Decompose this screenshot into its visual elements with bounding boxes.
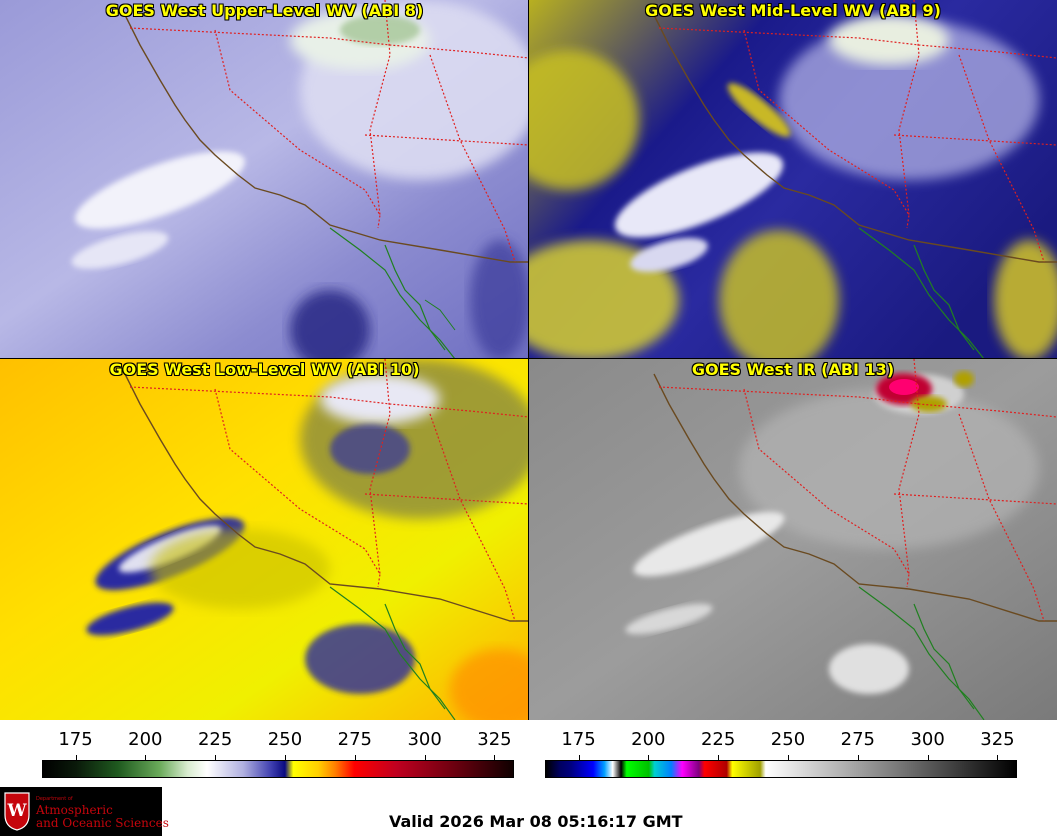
colorbar-ir-gradient — [545, 760, 1017, 778]
colorbar-ir-tick-mark — [718, 755, 720, 760]
uw-crest-icon: W — [4, 792, 30, 831]
colorbar-wv-tick-label: 250 — [267, 729, 303, 750]
logo-line-1: Atmospheric — [36, 803, 113, 817]
aos-logo: W Department of Atmospheric and Oceanic … — [0, 787, 169, 836]
colorbar-wv-tick-mark — [284, 755, 286, 760]
panel-title: GOES West Low-Level WV (ABI 10) — [109, 360, 420, 379]
colorbar-wv-tick-label: 275 — [337, 729, 372, 750]
colorbar-wv-tick-label: 200 — [128, 729, 163, 750]
svg-text:W: W — [6, 801, 27, 821]
panel-low-level-wv: GOES West Low-Level WV (ABI 10) — [0, 359, 529, 720]
logo-dept-text: Department of — [36, 796, 73, 802]
colorbar-wv-tick-label: 300 — [407, 729, 442, 750]
logo-line-2: and Oceanic Sciences — [36, 816, 169, 830]
colorbar-ir-tick-label: 250 — [770, 729, 806, 750]
panel-mid-level-wv: GOES West Mid-Level WV (ABI 9) — [529, 0, 1057, 359]
colorbar-ir-tick-label: 200 — [631, 729, 666, 750]
colorbar-ir-tick-label: 275 — [840, 729, 875, 750]
colorbar-ir-tick-label: 225 — [700, 729, 736, 750]
colorbar-wv-gradient — [42, 760, 514, 778]
colorbar-ir-tick-mark — [648, 755, 650, 760]
low-level-wv-image — [0, 359, 529, 720]
colorbar-wv-tick-mark — [75, 755, 77, 760]
colorbar-wv-ticks: 175 200 225 250 275 300 325 — [0, 729, 529, 753]
colorbar-ir-tick-mark — [857, 755, 859, 760]
panel-title: GOES West Upper-Level WV (ABI 8) — [105, 1, 424, 20]
colorbar-wv-tick-label: 225 — [197, 729, 233, 750]
panel-title: GOES West IR (ABI 13) — [691, 360, 895, 379]
panel-divider-vertical — [528, 0, 529, 720]
colorbar-ir-ticks: 175 200 225 250 275 300 325 — [0, 729, 1057, 753]
colorbar-wv: 175 200 225 250 275 300 325 — [0, 722, 529, 782]
colorbar-ir-tick-mark — [997, 755, 999, 760]
colorbar-wv-tick-label: 325 — [477, 729, 512, 750]
colorbar-ir-tick-label: 300 — [910, 729, 945, 750]
colorbar-wv-tick-mark — [145, 755, 147, 760]
colorbar-ir-tick-mark — [578, 755, 580, 760]
colorbar-ir-tick-mark — [927, 755, 929, 760]
valid-time-text: Valid 2026 Mar 08 05:16:17 GMT — [389, 812, 683, 831]
panel-divider-horizontal — [0, 358, 1057, 359]
colorbar-ir-tick-label: 325 — [980, 729, 1015, 750]
mid-level-wv-image — [529, 0, 1057, 359]
panel-upper-level-wv: GOES West Upper-Level WV (ABI 8) — [0, 0, 529, 359]
colorbar-wv-tick-mark — [424, 755, 426, 760]
panel-title: GOES West Mid-Level WV (ABI 9) — [645, 1, 941, 20]
colorbar-wv-tick-mark — [354, 755, 356, 760]
panel-ir: GOES West IR (ABI 13) — [529, 359, 1057, 720]
upper-level-wv-image — [0, 0, 529, 359]
colorbar-ir-tick-mark — [787, 755, 789, 760]
colorbar-wv-tick-label: 175 — [58, 729, 93, 750]
colorbar-wv-tick-mark — [215, 755, 217, 760]
colorbar-wv-tick-mark — [494, 755, 496, 760]
colorbar-ir-tick-label: 175 — [561, 729, 596, 750]
colorbar-ir: 175 200 225 250 275 300 325 — [0, 722, 1057, 782]
ir-image — [529, 359, 1057, 720]
